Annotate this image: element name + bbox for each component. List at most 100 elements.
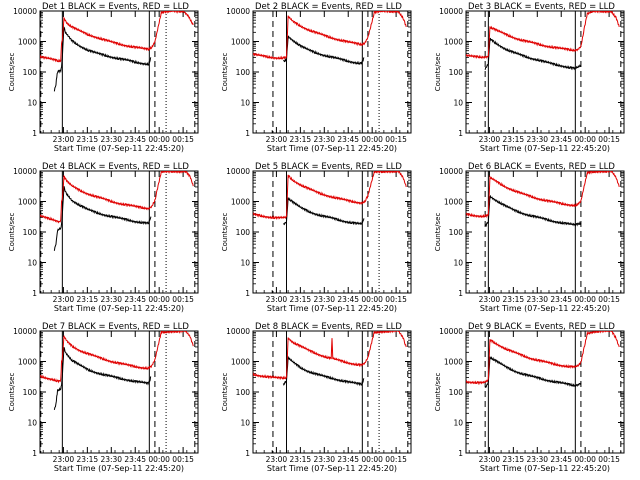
y-tick-label: 1 [245, 449, 250, 458]
x-axis-label: Start Time (07-Sep-11 22:45:20) [267, 304, 397, 313]
y-tick-label: 1 [32, 289, 37, 298]
y-tick-label: 100 [449, 228, 464, 237]
series-group [253, 11, 407, 65]
lld-series-line [466, 11, 620, 60]
lld-series-line [253, 171, 407, 221]
x-tick-label: 23:45 [124, 455, 146, 464]
chart-panel-5: Det 5 BLACK = Events, RED = LLD 1 10 100 100… [221, 162, 412, 313]
x-tick-label: 23:45 [337, 135, 359, 144]
y-tick-label: 10 [240, 99, 250, 108]
y-tick-label: 10 [453, 259, 463, 268]
x-tick-label: 23:00 [266, 455, 288, 464]
x-tick-label: 00:15 [385, 455, 407, 464]
x-tick-label: 23:30 [313, 135, 335, 144]
chart-panel-2: Det 2 BLACK = Events, RED = LLD 1 10 100 100… [221, 2, 412, 153]
x-tick-label: 23:45 [124, 295, 146, 304]
panel-title: Det 1 BLACK = Events, RED = LLD [42, 2, 189, 12]
y-tick-label: 100 [23, 388, 38, 397]
series-group [253, 331, 407, 387]
y-tick-label: 1 [458, 289, 463, 298]
x-tick-label: 23:45 [550, 135, 572, 144]
panel-title: Det 8 BLACK = Events, RED = LLD [255, 322, 402, 332]
y-tick-label: 1000 [18, 38, 37, 47]
y-tick-label: 10000 [439, 7, 463, 16]
y-tick-label: 1 [458, 449, 463, 458]
chart-panel-3: Det 3 BLACK = Events, RED = LLD 1 10 100 100… [434, 2, 625, 153]
events-series-line [282, 197, 365, 226]
x-tick-label: 23:30 [526, 455, 548, 464]
x-tick-label: 00:00 [148, 455, 170, 464]
y-tick-label: 10 [240, 419, 250, 428]
x-tick-label: 00:00 [574, 135, 596, 144]
x-tick-label: 00:00 [361, 295, 383, 304]
x-tick-label: 23:30 [100, 455, 122, 464]
y-tick-label: 10000 [13, 7, 37, 16]
y-axis-label: Counts/sec [8, 373, 16, 412]
panel-title: Det 5 BLACK = Events, RED = LLD [255, 162, 402, 172]
events-series-line [53, 25, 152, 92]
events-series-line [53, 186, 152, 251]
y-tick-label: 1000 [444, 38, 463, 47]
events-series-line [484, 356, 582, 388]
y-tick-label: 1000 [231, 358, 250, 367]
y-axis-label: Counts/sec [434, 53, 442, 92]
x-tick-label: 23:30 [100, 295, 122, 304]
marker-lines [272, 331, 409, 453]
y-axis-label: Counts/sec [8, 53, 16, 92]
marker-lines [484, 11, 622, 133]
y-tick-label: 10 [27, 419, 37, 428]
chart-panel-9: Det 9 BLACK = Events, RED = LLD 1 10 100 100… [434, 322, 625, 473]
y-tick-label: 1000 [18, 358, 37, 367]
x-tick-label: 00:15 [385, 295, 407, 304]
chart-panel-4: Det 4 BLACK = Events, RED = LLD 1 10 100 100… [8, 162, 199, 313]
events-series-line [282, 355, 365, 387]
lld-series-line [253, 331, 407, 381]
x-tick-label: 23:45 [550, 455, 572, 464]
marker-lines [272, 11, 409, 133]
y-tick-label: 10 [453, 99, 463, 108]
x-axis-label: Start Time (07-Sep-11 22:45:20) [480, 304, 610, 313]
x-tick-label: 23:45 [124, 135, 146, 144]
x-axis-label: Start Time (07-Sep-11 22:45:20) [54, 304, 184, 313]
x-tick-label: 23:45 [550, 295, 572, 304]
series-group [466, 11, 620, 71]
y-tick-label: 100 [236, 388, 251, 397]
y-tick-label: 1000 [444, 358, 463, 367]
x-tick-label: 23:00 [266, 295, 288, 304]
x-tick-label: 23:30 [526, 295, 548, 304]
y-tick-label: 1000 [231, 198, 250, 207]
y-tick-label: 100 [236, 68, 251, 77]
series-group [466, 331, 620, 388]
x-tick-label: 23:15 [503, 295, 525, 304]
x-tick-label: 00:15 [385, 135, 407, 144]
y-tick-label: 100 [23, 228, 38, 237]
panel-title: Det 2 BLACK = Events, RED = LLD [255, 2, 402, 12]
panel-title: Det 9 BLACK = Events, RED = LLD [468, 322, 615, 332]
x-tick-label: 23:15 [290, 295, 312, 304]
chart-panel-1: Det 1 BLACK = Events, RED = LLD 1 10 100 100… [8, 2, 199, 153]
x-axis-label: Start Time (07-Sep-11 22:45:20) [54, 464, 184, 473]
x-tick-label: 23:45 [337, 455, 359, 464]
panel-title: Det 7 BLACK = Events, RED = LLD [42, 322, 189, 332]
y-tick-label: 100 [23, 68, 38, 77]
panel-title: Det 6 BLACK = Events, RED = LLD [468, 162, 615, 172]
y-tick-label: 10 [453, 419, 463, 428]
y-tick-label: 10 [27, 259, 37, 268]
y-tick-label: 1 [32, 129, 37, 138]
lld-series-line [40, 171, 194, 224]
x-axis-label: Start Time (07-Sep-11 22:45:20) [480, 144, 610, 153]
x-tick-label: 23:15 [503, 135, 525, 144]
panel-title: Det 4 BLACK = Events, RED = LLD [42, 162, 189, 172]
y-tick-label: 1 [32, 449, 37, 458]
x-tick-label: 23:30 [313, 295, 335, 304]
x-tick-label: 00:00 [574, 295, 596, 304]
y-axis-label: Counts/sec [221, 53, 229, 92]
chart-panel-7: Det 7 BLACK = Events, RED = LLD 1 10 100 100… [8, 322, 199, 473]
y-tick-label: 10000 [226, 167, 250, 176]
marker-lines [484, 171, 622, 293]
x-axis-label: Start Time (07-Sep-11 22:45:20) [267, 464, 397, 473]
y-tick-label: 100 [449, 68, 464, 77]
x-tick-label: 23:30 [100, 135, 122, 144]
lld-series-line [466, 171, 620, 219]
